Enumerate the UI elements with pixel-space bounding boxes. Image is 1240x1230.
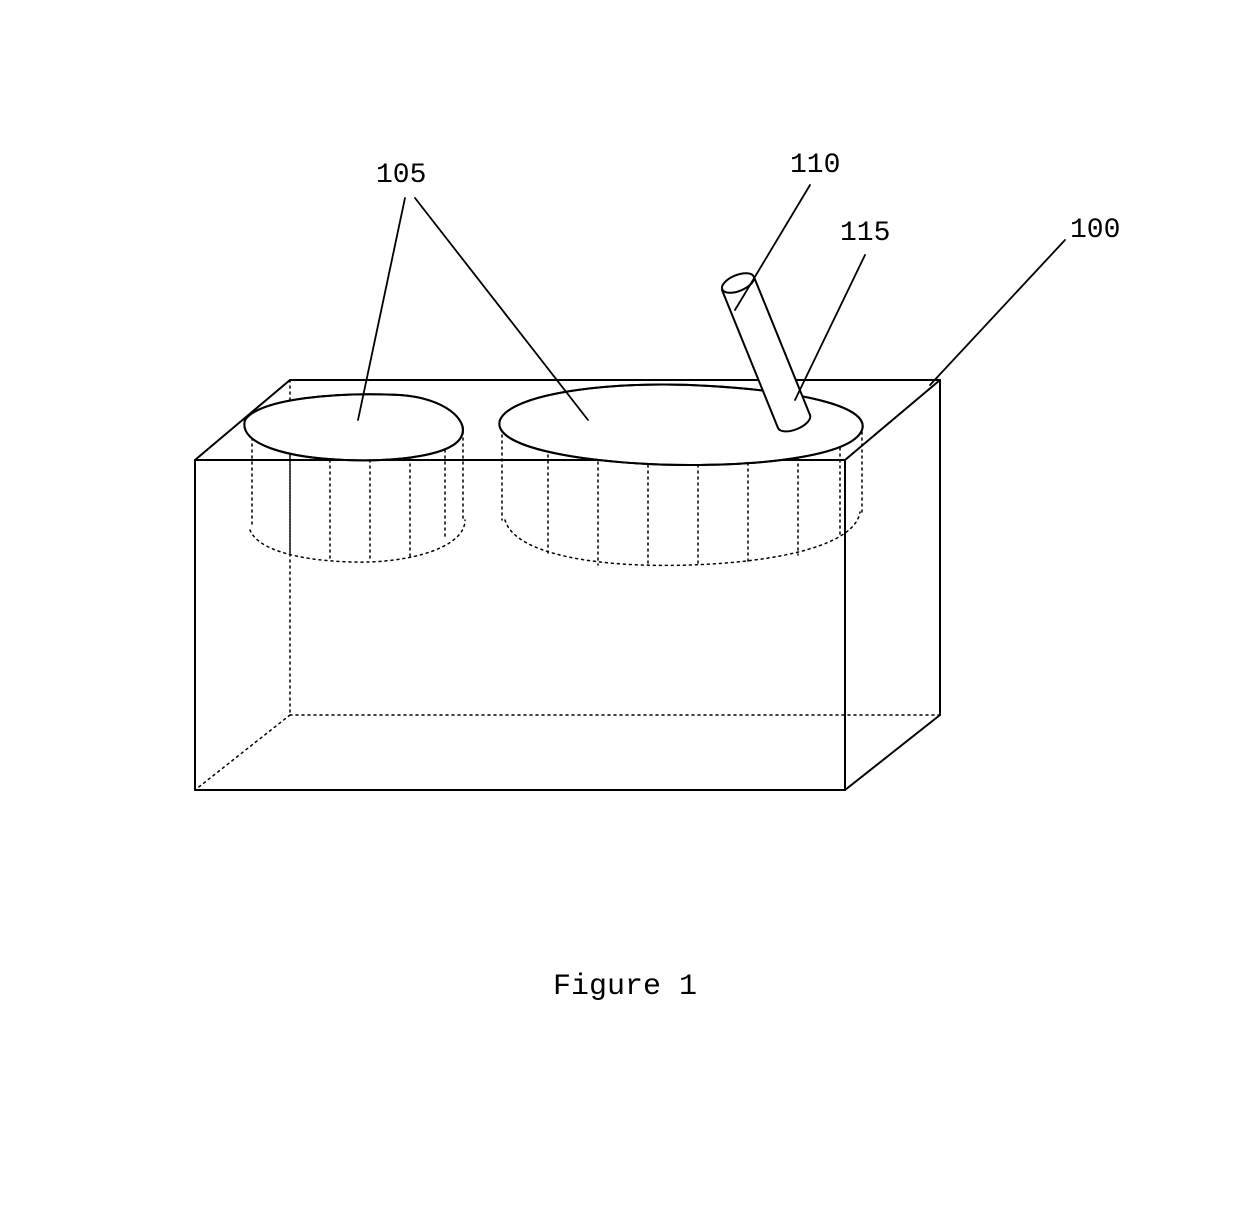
figure-caption: Figure 1	[553, 970, 697, 1004]
label-110: 110	[790, 150, 840, 181]
label-100: 100	[1070, 215, 1120, 246]
figure-canvas: 105 110 115 100 Figure 1	[0, 0, 1240, 1230]
diagram-svg	[0, 0, 1240, 1230]
label-115: 115	[840, 218, 890, 249]
label-105: 105	[376, 160, 426, 191]
